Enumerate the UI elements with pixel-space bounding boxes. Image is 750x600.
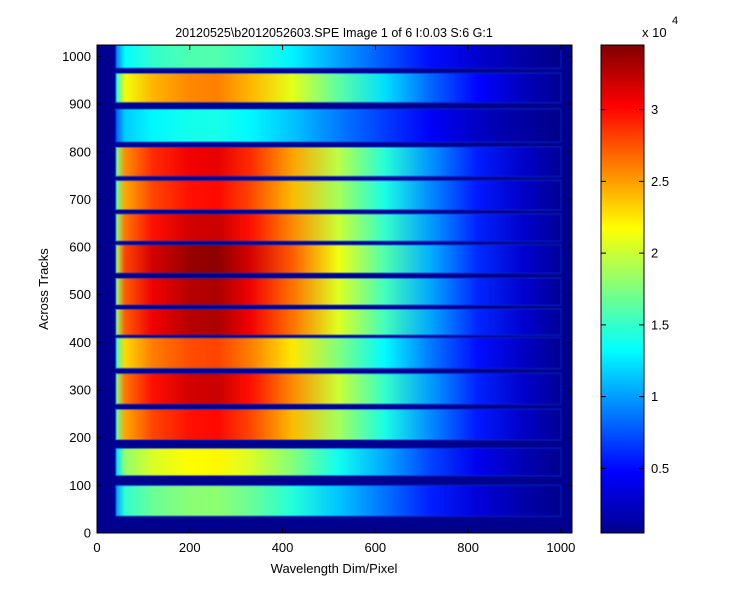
- track-band: [115, 73, 561, 103]
- track-band: [115, 448, 561, 476]
- colorbar-tick-label: 3: [651, 102, 658, 117]
- y-tick-label: 500: [69, 287, 91, 302]
- track-band: [115, 485, 561, 517]
- colorbar-frame: [600, 44, 645, 534]
- track-band: [115, 244, 561, 274]
- track-band: [115, 309, 561, 336]
- y-tick-label: 600: [69, 240, 91, 255]
- track-band: [115, 108, 561, 143]
- track-band: [115, 373, 561, 405]
- track-band-edge: [114, 243, 562, 275]
- plot-frame: [96, 44, 573, 534]
- y-tick-label: 300: [69, 383, 91, 398]
- track-band-edge: [114, 277, 562, 307]
- track-band-edge: [114, 447, 562, 477]
- y-tick-label: 100: [69, 478, 91, 493]
- track-band: [115, 180, 561, 210]
- y-tick-label: 200: [69, 430, 91, 445]
- track-band: [115, 213, 561, 242]
- track-band: [115, 45, 561, 69]
- track-band-edge: [114, 408, 562, 442]
- track-band: [115, 409, 561, 441]
- y-tick-label: 0: [84, 526, 91, 541]
- track-band-edge: [114, 107, 562, 144]
- colorbar-tick-label: 2.5: [651, 174, 669, 189]
- y-tick-label: 400: [69, 335, 91, 350]
- colorbar: 0.5 1 1.5 2 2.5 3 x 10 4: [600, 15, 678, 534]
- colorbar-tick-label: 2: [651, 246, 658, 261]
- track-band-edge: [114, 179, 562, 211]
- y-tick-label: 1000: [62, 49, 91, 64]
- colorbar-ticks: 0.5 1 1.5 2 2.5 3: [601, 102, 669, 476]
- track-band: [115, 337, 561, 369]
- colorbar-gradient: [601, 45, 644, 533]
- x-tick-label: 0: [93, 540, 100, 555]
- x-tick-label: 800: [457, 540, 479, 555]
- track-band-edge: [114, 372, 562, 406]
- y-tick-label: 700: [69, 192, 91, 207]
- x-tick-label: 200: [179, 540, 201, 555]
- y-tick-label: 900: [69, 97, 91, 112]
- colorbar-tick-label: 1.5: [651, 317, 669, 332]
- x-axis: 0 200 400 600 800 1000: [93, 45, 575, 555]
- track-band-edge: [114, 145, 562, 178]
- y-axis-label: Across Tracks: [36, 248, 51, 330]
- track-band-edge: [114, 336, 562, 370]
- chart-title: 20120525\b2012052603.SPE Image 1 of 6 I:…: [175, 26, 493, 40]
- tracks-layer: [114, 45, 562, 518]
- x-tick-label: 400: [272, 540, 294, 555]
- plot-area: [97, 45, 572, 533]
- colorbar-exponent-power: 4: [672, 15, 678, 27]
- track-band-edge: [114, 72, 562, 104]
- x-tick-label: 1000: [546, 540, 575, 555]
- track-band-edge: [114, 484, 562, 518]
- y-axis: 0 100 200 300 400 500 600 700 800 900 1000: [62, 49, 572, 541]
- colorbar-tick-label: 1: [651, 389, 658, 404]
- x-axis-label: Wavelength Dim/Pixel: [271, 561, 398, 576]
- track-band-edge: [114, 308, 562, 337]
- colorbar-tick-label: 0.5: [651, 461, 669, 476]
- track-band-edge: [114, 212, 562, 243]
- y-tick-label: 800: [69, 144, 91, 159]
- track-band-edge: [114, 45, 562, 70]
- track-band: [115, 146, 561, 177]
- colorbar-exponent: x 10: [642, 25, 667, 40]
- x-tick-label: 600: [364, 540, 386, 555]
- track-band: [115, 278, 561, 306]
